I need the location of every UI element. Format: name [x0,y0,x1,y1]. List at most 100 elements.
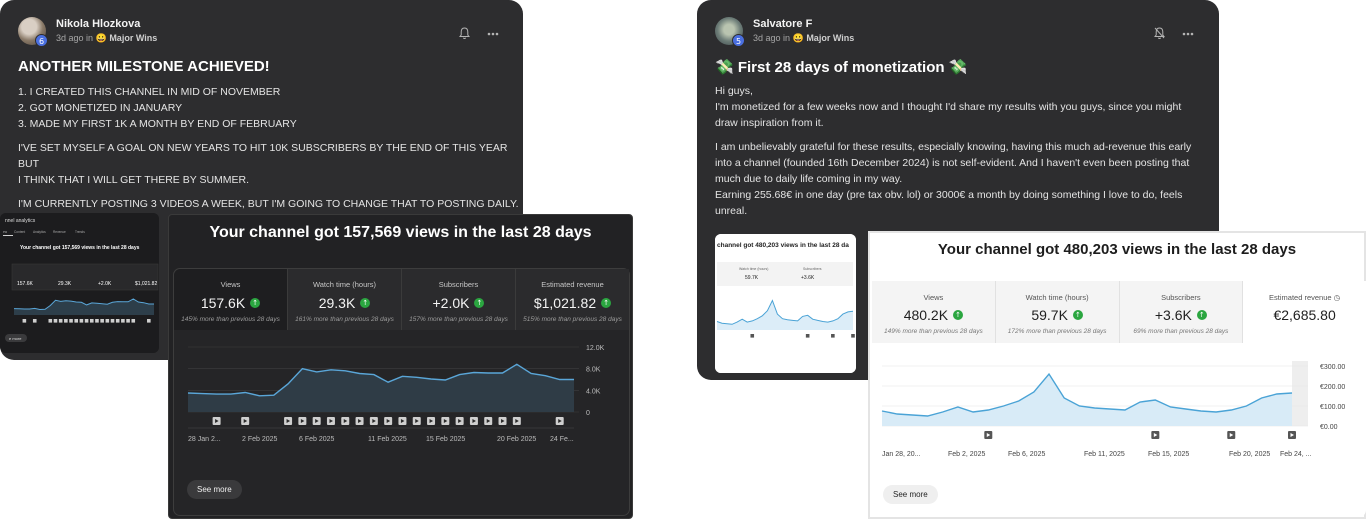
video-marker[interactable] [384,417,393,425]
video-marker[interactable] [441,417,450,425]
image-thumbnail[interactable]: nnel analytics ew Content Analytics Reve… [0,213,159,353]
x-tick-label: Feb 2, 2025 [948,451,985,458]
views-chart[interactable]: 12.0K 8.0K 4.0K 0 28 Jan 2... 2 Feb 2025 6 Feb… [174,339,631,484]
category-emoji-icon: 😀 [95,33,107,43]
arrow-up-icon: ↑ [250,298,261,308]
video-marker[interactable] [355,417,364,425]
video-marker[interactable] [1151,431,1160,439]
see-more-button[interactable]: See more [187,480,242,499]
video-marker[interactable] [398,417,407,425]
metric-revenue[interactable]: Estimated revenue $1,021.82 ↑ 515% more t… [516,269,629,330]
metric-label: Watch time (hours) [312,280,377,289]
paragraph-line: Hi guys, [715,85,753,97]
thumb-metric: 29.3K [58,281,72,287]
paragraph-line: I'm monetized for a few weeks now and I … [715,101,1182,113]
analytics-thumbnail-graphic: nnel analytics ew Content Analytics Reve… [0,213,159,353]
video-marker[interactable] [326,417,335,425]
category-link[interactable]: Major Wins [109,33,158,43]
metric-revenue[interactable]: Estimated revenue ◷ €2,685.80 [1243,281,1366,343]
thumb-tab: Trends [75,230,85,234]
x-tick-label: 20 Feb 2025 [497,436,536,443]
post-header: 6 Nikola Hlozkova 3d ago in 😀 Major Wins [18,17,158,47]
avatar[interactable]: 5 [715,17,745,47]
post-actions [1154,27,1194,40]
thumb-metric: +2.0K [98,281,112,287]
revenue-chart[interactable]: €300.00 €200.00 €100.00 €0.00 Jan 28, 20... F… [872,356,1366,496]
more-options-icon[interactable] [1182,27,1194,40]
metric-watch-time[interactable]: Watch time (hours) 29.3K ↑ 161% more than… [288,269,402,330]
analytics-card-light[interactable]: Your channel got 480,203 views in the la… [868,231,1366,519]
bell-off-icon[interactable] [1154,27,1165,40]
video-marker[interactable] [555,417,564,425]
video-marker[interactable] [369,417,378,425]
metric-label: Views [923,293,944,302]
thumb-video-marker [831,334,835,338]
paragraph-line: I'M CURRENTLY POSTING 3 VIDEOS A WEEK, B… [18,198,519,210]
category-link[interactable]: Major Wins [806,33,855,43]
metric-label: Subscribers [438,280,479,289]
arrow-up-icon: ↑ [953,310,964,320]
thumb-header: nnel analytics [5,218,36,224]
x-tick-label: Feb 11, 2025 [1084,451,1125,458]
series-area [188,364,574,412]
list-item: 3. MADE MY FIRST 1K A MONTH BY END OF FE… [18,118,297,130]
analytics-card-dark[interactable]: Your channel got 157,569 views in the la… [168,214,633,519]
arrow-up-icon: ↑ [474,298,485,308]
thumb-metric-label: Watch time (hours) [739,267,768,271]
thumb-tab: Content [14,230,25,234]
video-marker[interactable] [427,417,436,425]
paragraph-line: I am unbelievably grateful for these res… [715,141,1192,153]
thumb-video-marker [115,319,120,323]
video-marker[interactable] [512,417,521,425]
metric-subscribers[interactable]: Subscribers +3.6K ↑ 69% more than previou… [1119,281,1244,343]
arrow-up-icon: ↑ [1196,310,1207,320]
metric-comparison: 172% more than previous 28 days [1007,328,1107,335]
video-marker[interactable] [1227,431,1236,439]
metric-value: 480.2K [903,307,949,323]
video-marker[interactable] [341,417,350,425]
video-marker[interactable] [455,417,464,425]
video-marker[interactable] [984,431,993,439]
thumb-video-marker [750,334,755,338]
video-marker[interactable] [412,417,421,425]
metric-subscribers[interactable]: Subscribers +2.0K ↑ 157% more than previo… [402,269,516,330]
y-tick-label: €200.00 [1320,384,1345,391]
metric-views[interactable]: Views 480.2K ↑ 149% more than previous 28… [872,281,996,343]
metric-value: 157.6K [200,295,246,311]
video-marker[interactable] [298,417,307,425]
see-more-button[interactable]: See more [883,485,938,504]
analytics-panel: Views 480.2K ↑ 149% more than previous 28… [872,281,1366,517]
avatar[interactable]: 6 [18,17,48,47]
thumb-video-marker [64,319,68,323]
post-actions [459,27,499,40]
video-marker[interactable] [469,417,478,425]
thumb-title: channel got 480,203 views in the last 28… [717,242,849,249]
video-marker[interactable] [284,417,293,425]
video-marker[interactable] [212,417,221,425]
image-thumbnail[interactable]: channel got 480,203 views in the last 28… [715,234,856,373]
paragraph-line: I'VE SET MYSELF A GOAL ON NEW YEARS TO H… [18,142,508,170]
thumb-metric: 59.7K [745,275,759,281]
thumb-video-marker [131,319,136,323]
post-title: 💸 First 28 days of monetization 💸 [715,59,968,76]
x-tick-label: 6 Feb 2025 [299,436,335,443]
clock-icon[interactable]: ◷ [1333,293,1341,302]
metric-comparison: 515% more than previous 28 days [523,316,622,323]
metric-views[interactable]: Views 157.6K ↑ 145% more than previous 28… [174,269,288,330]
thumb-area [14,298,154,315]
more-options-icon[interactable] [487,27,499,40]
bell-icon[interactable] [459,27,470,40]
video-marker[interactable] [241,417,250,425]
video-marker[interactable] [1288,431,1296,439]
thumb-video-marker [147,319,151,323]
thumb-line [13,298,154,311]
post-title: ANOTHER MILESTONE ACHIEVED! [18,58,270,75]
video-marker[interactable] [484,417,493,425]
video-marker[interactable] [498,417,507,425]
author-name[interactable]: Salvatore F [753,18,813,30]
video-marker[interactable] [312,417,321,425]
author-name[interactable]: Nikola Hlozkova [56,18,141,30]
metric-watch-time[interactable]: Watch time (hours) 59.7K ↑ 172% more than… [995,281,1120,343]
metric-comparison: 161% more than previous 28 days [295,316,394,323]
metric-comparison: 157% more than previous 28 days [409,316,508,323]
